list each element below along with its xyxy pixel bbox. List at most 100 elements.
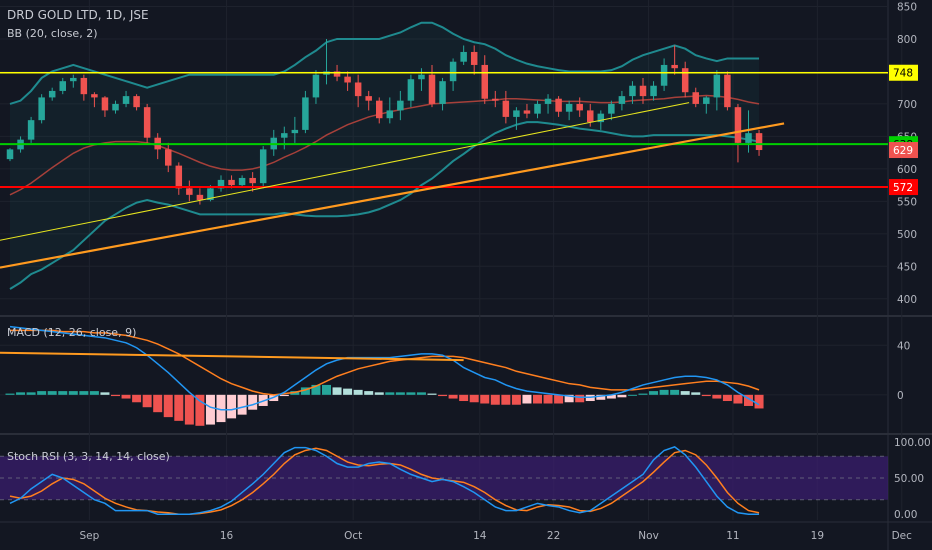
candle-body bbox=[238, 177, 246, 186]
candle-body bbox=[618, 96, 626, 104]
candle-body bbox=[281, 133, 288, 138]
candle-body bbox=[91, 94, 98, 98]
candle-body bbox=[70, 77, 77, 82]
macd-histogram-bar bbox=[89, 391, 99, 395]
candle-body bbox=[587, 110, 594, 123]
candle-body bbox=[165, 149, 172, 166]
bollinger-basis bbox=[9, 94, 760, 196]
candle-body bbox=[671, 64, 678, 69]
time-tick-label: Oct bbox=[344, 530, 362, 542]
candle-body bbox=[629, 85, 636, 97]
macd-histogram-bar bbox=[501, 394, 511, 405]
price-axis-badge bbox=[889, 64, 918, 81]
price-tick-label: 600 bbox=[897, 164, 917, 176]
macd-histogram-bar bbox=[58, 391, 68, 395]
time-tick-label: Sep bbox=[80, 530, 100, 542]
macd-histogram-bar bbox=[712, 394, 722, 399]
candle-body bbox=[481, 64, 488, 99]
time-tick-label: Nov bbox=[638, 530, 659, 542]
time-tick-label: 14 bbox=[473, 530, 487, 542]
macd-histogram-bar bbox=[733, 394, 743, 404]
macd-histogram-bar bbox=[364, 391, 374, 395]
stoch-tick-label: 100.00 bbox=[894, 437, 931, 449]
macd-histogram-bar bbox=[279, 394, 289, 397]
candle-body bbox=[544, 98, 552, 104]
candle-body bbox=[376, 100, 383, 119]
bollinger-upper bbox=[9, 21, 760, 105]
macd-histogram-bar bbox=[111, 394, 120, 397]
candle-body bbox=[186, 188, 193, 195]
macd-histogram-bar bbox=[649, 391, 659, 395]
price-axis-badge-text: 629 bbox=[893, 145, 913, 157]
candle-body bbox=[650, 85, 657, 97]
candle-body bbox=[59, 81, 66, 91]
macd-histogram-bar bbox=[744, 394, 753, 406]
macd-histogram-bar bbox=[205, 394, 215, 425]
candle-body bbox=[291, 129, 299, 134]
macd-histogram-bar bbox=[670, 389, 680, 395]
candle-body bbox=[217, 179, 225, 189]
candle-body bbox=[207, 188, 214, 201]
candle-body bbox=[397, 100, 404, 111]
time-tick-label: Dec bbox=[892, 530, 913, 542]
candle-body bbox=[692, 92, 699, 104]
macd-histogram-bar bbox=[322, 384, 331, 395]
bollinger-fill bbox=[10, 22, 760, 290]
candle-body bbox=[38, 97, 45, 121]
price-axis-badge bbox=[889, 142, 918, 159]
macd-histogram-bar bbox=[459, 394, 469, 402]
macd-histogram-bar bbox=[121, 394, 131, 399]
candle-body bbox=[755, 133, 763, 151]
candle-body bbox=[6, 149, 14, 160]
time-tick-label: 19 bbox=[811, 530, 824, 542]
macd-histogram-bar bbox=[701, 394, 711, 397]
macd-histogram-bar bbox=[100, 392, 110, 395]
macd-histogram-bar bbox=[564, 394, 574, 403]
candle-body bbox=[27, 120, 35, 140]
macd-histogram-bar bbox=[606, 394, 616, 399]
macd-histogram-bar bbox=[37, 391, 47, 395]
price-tick-label: 550 bbox=[897, 196, 917, 208]
candle-body bbox=[724, 74, 731, 108]
macd-trend-line bbox=[0, 351, 464, 362]
candle-body bbox=[639, 85, 647, 97]
macd-histogram-bar bbox=[216, 394, 226, 423]
candle-body bbox=[386, 110, 394, 119]
price-axis-badge-text: 748 bbox=[893, 68, 913, 80]
candle-body bbox=[502, 100, 510, 117]
candle-body bbox=[513, 110, 520, 117]
macd-histogram-bar bbox=[438, 394, 448, 397]
macd-histogram-bar bbox=[638, 393, 648, 395]
macd-legend: MACD (12, 26, close, 9) bbox=[7, 326, 137, 339]
macd-histogram-bar bbox=[237, 394, 247, 415]
macd-histogram-bar bbox=[680, 391, 690, 395]
price-trend-line bbox=[0, 102, 690, 241]
time-tick-label: 16 bbox=[220, 530, 234, 542]
macd-histogram-bar bbox=[300, 387, 310, 395]
candle-body bbox=[576, 103, 583, 111]
candle-body bbox=[660, 64, 668, 86]
candle-body bbox=[428, 74, 436, 104]
stoch-tick-label: 50.00 bbox=[894, 473, 924, 485]
macd-histogram-bar bbox=[184, 394, 194, 425]
macd-histogram-bar bbox=[480, 394, 490, 404]
candle-body bbox=[608, 103, 615, 114]
macd-histogram-bar bbox=[490, 394, 500, 405]
macd-histogram-bar bbox=[754, 394, 764, 409]
candle-body bbox=[365, 96, 372, 101]
candle-body bbox=[681, 68, 689, 93]
stoch-k-line bbox=[9, 446, 760, 515]
macd-histogram-bar bbox=[195, 394, 205, 426]
time-tick-label: 11 bbox=[726, 530, 739, 542]
macd-histogram-bar bbox=[722, 394, 732, 402]
macd-histogram-bar bbox=[163, 394, 173, 418]
candle-body bbox=[333, 71, 341, 77]
macd-histogram-bar bbox=[469, 394, 479, 403]
candle-body bbox=[734, 107, 742, 143]
candle-body bbox=[112, 103, 119, 111]
macd-histogram-bar bbox=[153, 394, 163, 413]
bollinger-lower bbox=[9, 121, 760, 290]
macd-line bbox=[9, 325, 760, 411]
candle-body bbox=[312, 74, 320, 98]
macd-histogram-bar bbox=[395, 392, 405, 395]
